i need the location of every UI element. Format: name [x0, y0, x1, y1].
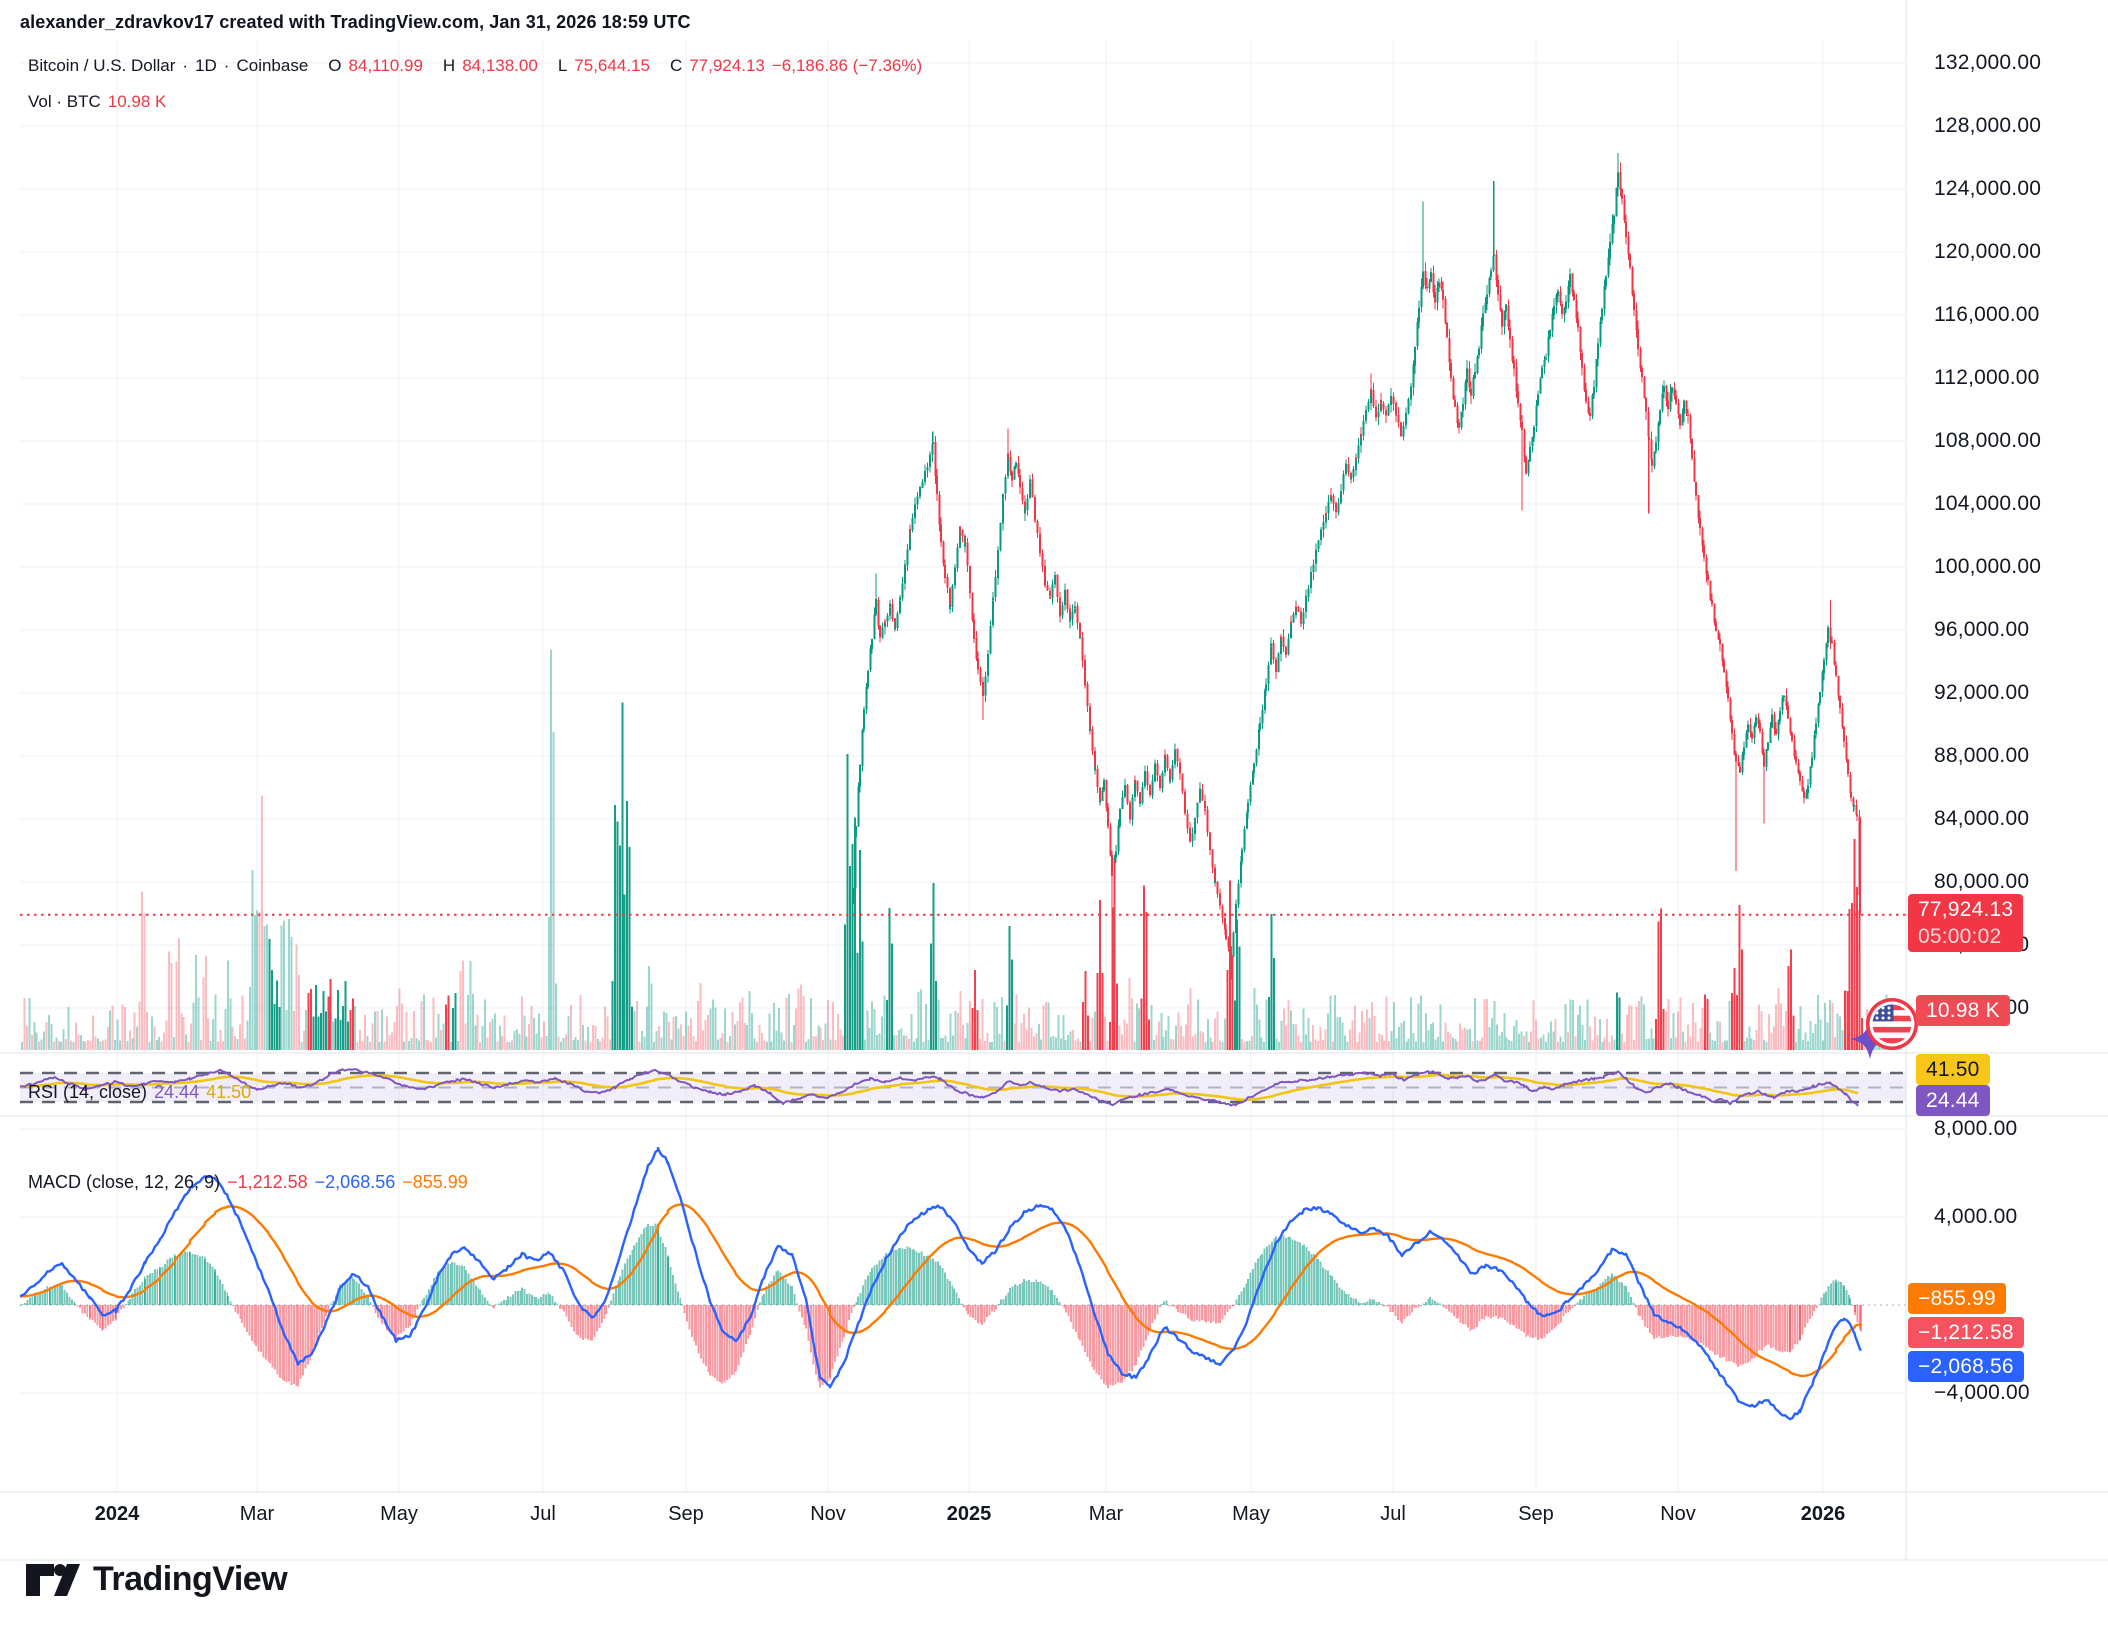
us-flag-sticker[interactable]: [1850, 998, 1918, 1059]
price-axis-label: 100,000.00: [1934, 555, 2042, 578]
legend-separator: ·: [182, 56, 189, 75]
tradingview-logo-icon: [26, 1563, 80, 1596]
tradingview-logo[interactable]: TradingView: [26, 1560, 288, 1599]
price-axis-label: 124,000.00: [1934, 177, 2042, 200]
volume-series: [21, 649, 1903, 1050]
macd-line-badge: −2,068.56: [1908, 1351, 2024, 1382]
time-axis-label: Sep: [668, 1503, 704, 1525]
time-axis-label: Mar: [1088, 1503, 1124, 1525]
macd-label: MACD (close, 12, 26, 9): [28, 1172, 221, 1192]
open-value: 84,110.99: [348, 56, 423, 75]
macd-main-line: [20, 1146, 1862, 1421]
volume-legend[interactable]: Vol · BTC 10.98 K: [28, 92, 166, 112]
time-axis-label: Mar: [239, 1503, 275, 1525]
low-label: L: [557, 56, 568, 75]
time-axis-label: May: [380, 1503, 418, 1525]
price-axis-label: 80,000.00: [1934, 870, 2030, 893]
price-axis-label: 120,000.00: [1934, 240, 2042, 263]
symbol-title: Bitcoin / U.S. Dollar: [28, 56, 176, 75]
time-axis-label: 2025: [946, 1503, 992, 1525]
low-value: 75,644.15: [574, 56, 650, 75]
macd-hist-badge: −1,212.58: [1908, 1317, 2024, 1348]
time-axis-label: May: [1232, 1503, 1270, 1525]
volume-value: 10.98 K: [107, 92, 167, 111]
attribution-header: alexander_zdravkov17 created with Tradin…: [20, 12, 691, 32]
price-axis-label: 104,000.00: [1934, 492, 2042, 515]
volume-axis-badge: 10.98 K: [1916, 995, 2010, 1026]
symbol-exchange: Coinbase: [236, 56, 309, 75]
tradingview-logo-text: TradingView: [93, 1560, 288, 1598]
rsi-label: RSI (14, close): [28, 1082, 148, 1102]
price-axis-label: 128,000.00: [1934, 114, 2042, 137]
macd-axis-label: 4,000.00: [1934, 1205, 2018, 1228]
volume-label: Vol · BTC: [28, 92, 101, 111]
macd-histogram: [20, 1223, 1862, 1388]
macd-legend[interactable]: MACD (close, 12, 26, 9) −1,212.58 −2,068…: [28, 1172, 468, 1193]
time-axis-label: Nov: [810, 1503, 846, 1525]
macd-signal-line: [20, 1203, 1862, 1378]
price-axis-label: 88,000.00: [1934, 744, 2030, 767]
price-axis-label: 84,000.00: [1934, 807, 2030, 830]
open-label: O: [328, 56, 342, 75]
last-price-value: 77,924.13: [1918, 898, 2014, 921]
high-value: 84,138.00: [462, 56, 538, 75]
high-label: H: [442, 56, 456, 75]
price-axis-label: 132,000.00: [1934, 51, 2042, 74]
rsi-legend[interactable]: RSI (14, close) 24.44 41.50: [28, 1082, 251, 1103]
macd-signal-value: −855.99: [402, 1172, 468, 1192]
price-axis-label: 108,000.00: [1934, 429, 2042, 452]
rsi-value: 24.44: [154, 1082, 200, 1102]
rsi-ma-badge: 41.50: [1916, 1054, 1990, 1085]
time-axis-label: Sep: [1518, 1503, 1554, 1525]
macd-axis-label: 8,000.00: [1934, 1117, 2018, 1140]
macd-hist-value: −1,212.58: [227, 1172, 308, 1192]
sparkle-icon: [1850, 1019, 1890, 1059]
price-axis-label: 112,000.00: [1934, 366, 2040, 389]
time-axis-label: 2024: [94, 1503, 140, 1525]
time-axis-label: 2026: [1800, 1503, 1846, 1525]
close-label: C: [669, 56, 683, 75]
price-axis-label: 92,000.00: [1934, 681, 2030, 704]
countdown-timer: 05:00:02: [1918, 925, 2002, 948]
symbol-interval: 1D: [195, 56, 217, 75]
macd-axis-label: −4,000.00: [1934, 1381, 2030, 1404]
rsi-line: [20, 1068, 1859, 1107]
rsi-value-badge: 24.44: [1916, 1085, 1990, 1116]
time-axis-label: Nov: [1660, 1503, 1696, 1525]
price-axis-label: 116,000.00: [1934, 303, 2040, 326]
time-axis-label: Jul: [1380, 1503, 1406, 1525]
change-value: −6,186.86 (−7.36%): [771, 56, 923, 75]
rsi-ma-value: 41.50: [206, 1082, 252, 1102]
close-value: 77,924.13: [689, 56, 765, 75]
macd-signal-badge: −855.99: [1908, 1283, 2006, 1314]
legend-separator: ·: [223, 56, 230, 75]
time-axis-label: Jul: [530, 1503, 556, 1525]
price-axis-label: 96,000.00: [1934, 618, 2030, 641]
us-flag-icon: [1872, 1004, 1912, 1044]
last-price-badge: 77,924.13 05:00:02: [1908, 894, 2024, 952]
macd-line-value: −2,068.56: [314, 1172, 396, 1192]
candlestick-series: [848, 152, 1862, 980]
